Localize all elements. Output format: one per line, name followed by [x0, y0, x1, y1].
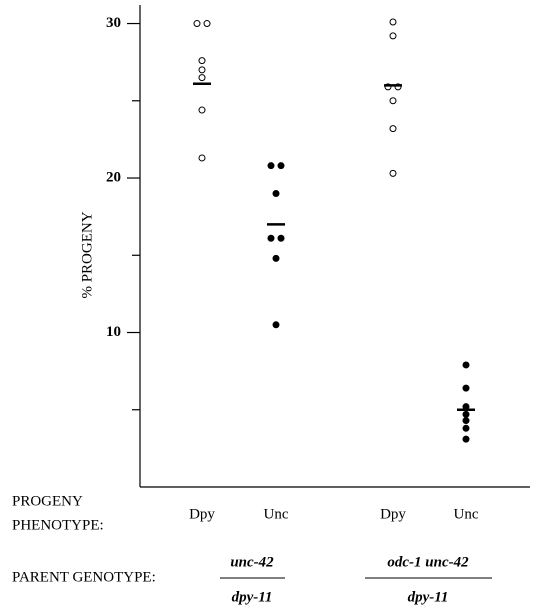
- y-axis-label: % PROGENY: [79, 211, 95, 298]
- genotype-top: unc-42: [230, 554, 274, 570]
- y-tick-label: 10: [106, 324, 121, 340]
- x-tick-label: Dpy: [189, 506, 215, 522]
- data-point: [267, 162, 275, 170]
- genotype-top: odc-1 unc-42: [387, 554, 469, 570]
- data-point: [462, 417, 470, 425]
- x-caption: PHENOTYPE:: [12, 517, 104, 533]
- data-point: [198, 66, 206, 74]
- data-point: [198, 74, 206, 82]
- y-tick-label: 30: [106, 15, 121, 31]
- data-point: [198, 57, 206, 65]
- data-point: [277, 234, 285, 242]
- data-point: [203, 20, 211, 28]
- data-point: [277, 162, 285, 170]
- data-point: [462, 361, 470, 369]
- data-point: [462, 410, 470, 418]
- data-point: [389, 169, 397, 177]
- data-point: [389, 125, 397, 133]
- genotype-caption: PARENT GENOTYPE:: [12, 569, 156, 585]
- data-point: [193, 20, 201, 28]
- x-tick-label: Unc: [264, 506, 289, 522]
- genotype-bottom: dpy-11: [408, 589, 449, 605]
- x-caption: PROGENY: [12, 493, 83, 509]
- data-point: [389, 32, 397, 40]
- data-point: [462, 384, 470, 392]
- y-tick-label: 20: [106, 169, 121, 185]
- data-point: [462, 435, 470, 443]
- x-tick-label: Dpy: [380, 506, 406, 522]
- genotype-bottom: dpy-11: [232, 589, 273, 605]
- data-point: [462, 424, 470, 432]
- data-point: [198, 106, 206, 114]
- data-point: [267, 234, 275, 242]
- data-point: [272, 189, 280, 197]
- x-tick-label: Unc: [454, 506, 479, 522]
- data-point: [272, 321, 280, 329]
- data-point: [272, 254, 280, 262]
- data-point: [198, 154, 206, 162]
- data-point: [389, 97, 397, 105]
- data-point: [389, 18, 397, 26]
